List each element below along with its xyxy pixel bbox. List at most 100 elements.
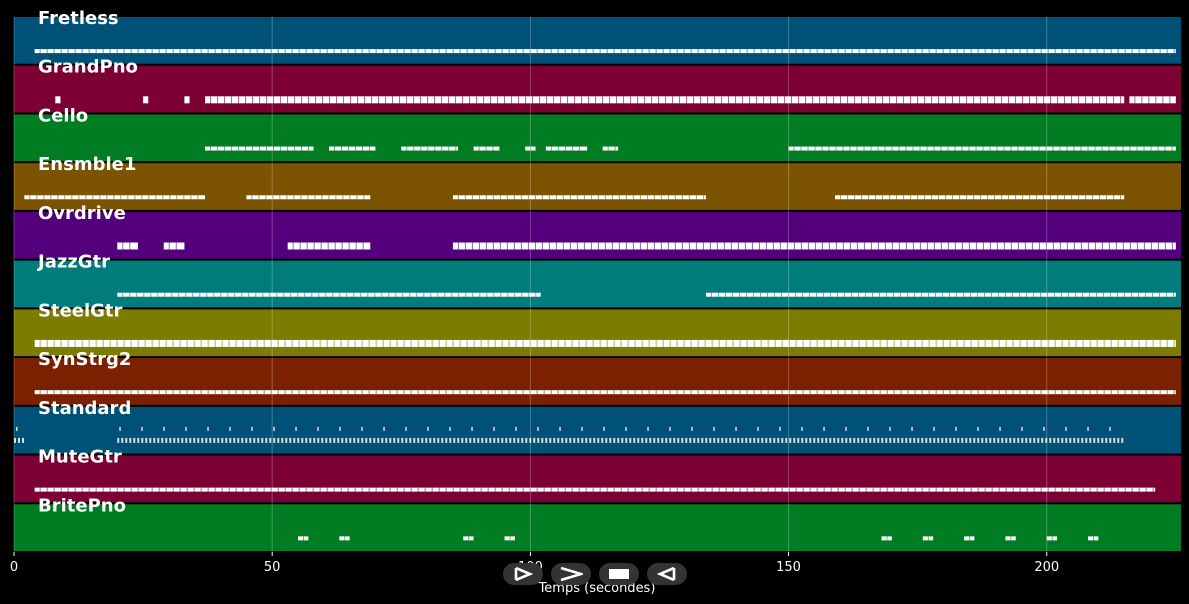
note-gap	[319, 49, 321, 54]
note-gap	[329, 96, 331, 104]
note-gap	[186, 390, 188, 395]
note-gap	[1026, 487, 1028, 492]
drum-hit	[185, 437, 188, 443]
note-gap	[774, 339, 776, 347]
note-gap	[280, 146, 282, 151]
note-gap	[886, 390, 888, 395]
note-gap	[151, 487, 153, 492]
note-gap	[609, 96, 611, 104]
drum-hit	[1077, 437, 1080, 443]
note-gaps	[122, 292, 537, 297]
drum-hit	[829, 437, 832, 443]
drum-hit	[129, 437, 132, 443]
note-gap	[210, 96, 212, 104]
note-gap	[1145, 390, 1147, 395]
drum-hit	[357, 437, 360, 443]
note-gap	[327, 242, 329, 250]
note-gap	[344, 536, 346, 541]
note-gap	[753, 390, 755, 395]
drum-hit	[757, 426, 759, 431]
drum-hit	[633, 437, 636, 443]
drum-hit	[457, 437, 460, 443]
note-gap	[1164, 242, 1166, 250]
note-gap	[123, 339, 125, 347]
note-gap	[1152, 339, 1154, 347]
note-gap	[721, 96, 723, 104]
note-gap	[669, 339, 671, 347]
drum-hit	[201, 437, 204, 443]
note-gap	[774, 49, 776, 54]
note-gap	[206, 292, 208, 297]
note-gap	[830, 390, 832, 395]
track-ensmble1	[14, 163, 1181, 210]
note-gap	[662, 487, 664, 492]
note-gap	[807, 146, 809, 151]
note-gap	[1102, 292, 1104, 297]
note-gap	[1046, 292, 1048, 297]
note-gap	[562, 195, 564, 200]
note-gaps	[406, 146, 457, 151]
drum-hit	[427, 426, 429, 431]
note-gap	[900, 487, 902, 492]
drum-hit	[745, 437, 748, 443]
note-gap	[427, 146, 429, 151]
note-gap	[1015, 195, 1017, 200]
note-gap	[928, 390, 930, 395]
note-gap	[249, 339, 251, 347]
forward-button[interactable]	[551, 563, 591, 585]
drum-hit	[497, 437, 500, 443]
note-gap	[199, 292, 201, 297]
x-tick-label: 150	[776, 560, 801, 575]
drum-hit	[713, 437, 716, 443]
note-gap	[213, 292, 215, 297]
drum-hit	[229, 426, 231, 431]
note-gap	[970, 390, 972, 395]
note-gap	[704, 49, 706, 54]
note-gap	[989, 242, 991, 250]
note-gap	[1043, 195, 1045, 200]
stop-button[interactable]	[599, 563, 639, 585]
note-gap	[137, 487, 139, 492]
note-gap	[515, 49, 517, 54]
note-gaps	[886, 536, 888, 541]
track-label: JazzGtr	[36, 252, 110, 273]
note-gap	[857, 292, 859, 297]
note-gap	[977, 487, 979, 492]
play-button[interactable]	[503, 563, 543, 585]
note-gap	[716, 242, 718, 250]
note-gap	[116, 390, 118, 395]
note-gap	[977, 390, 979, 395]
note-gap	[504, 96, 506, 104]
note-gaps	[550, 146, 580, 151]
drum-hit	[251, 426, 253, 431]
note-gap	[1103, 487, 1105, 492]
note-gap	[347, 49, 349, 54]
note-gap	[766, 292, 768, 297]
note-gap	[305, 487, 307, 492]
note-gap	[917, 96, 919, 104]
note-gap	[828, 242, 830, 250]
drum-hit	[537, 437, 540, 443]
note-gap	[1096, 487, 1098, 492]
drum-hit	[401, 437, 404, 443]
note-gap	[74, 487, 76, 492]
note-gap	[1166, 390, 1168, 395]
note-gap	[241, 292, 243, 297]
note-gap	[340, 339, 342, 347]
note-gap	[71, 195, 73, 200]
note-gap	[794, 292, 796, 297]
note-gap	[1148, 96, 1150, 104]
track-band	[14, 309, 1181, 357]
note-gap	[975, 146, 977, 151]
note-gap	[702, 195, 704, 200]
note-gap	[739, 339, 741, 347]
note-gap	[1040, 49, 1042, 54]
track-band	[14, 406, 1181, 454]
drum-hit	[481, 437, 484, 443]
note-gap	[578, 146, 580, 151]
note-gap	[984, 49, 986, 54]
note-gap	[933, 242, 935, 250]
note-gap	[1019, 390, 1021, 395]
back-button[interactable]	[647, 563, 687, 585]
note-segment	[117, 426, 1124, 443]
